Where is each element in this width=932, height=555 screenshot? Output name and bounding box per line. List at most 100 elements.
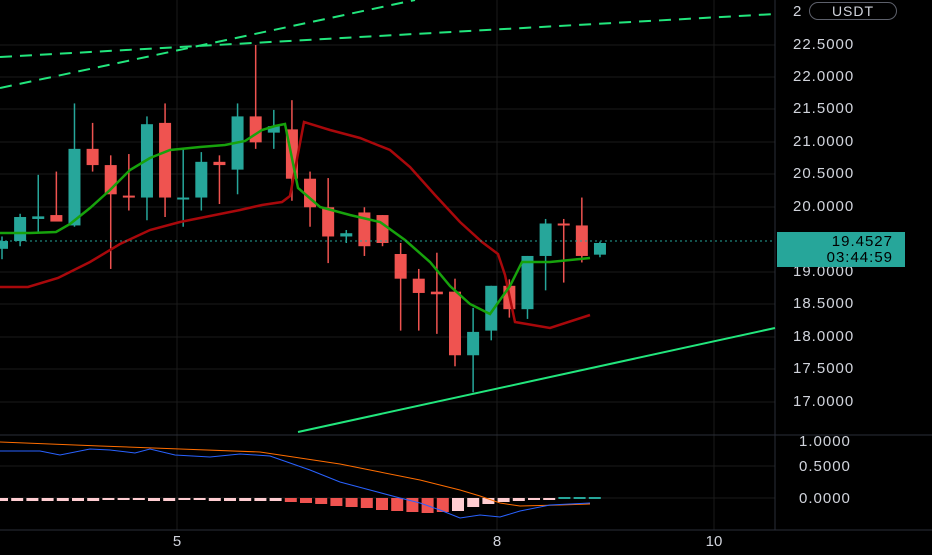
candle[interactable]: [430, 252, 443, 334]
candle[interactable]: [68, 103, 81, 227]
price-tick-label: 21.5000: [793, 100, 854, 117]
candle[interactable]: [50, 171, 63, 222]
candle-body: [14, 217, 27, 242]
candle-body: [68, 148, 81, 226]
macd-signal-line: [0, 441, 591, 507]
candle[interactable]: [449, 278, 461, 367]
ma-fast-line[interactable]: [0, 122, 591, 316]
candle[interactable]: [195, 152, 208, 211]
price-tick-label: 18.5000: [793, 295, 854, 312]
price-tick-label: 18.0000: [793, 328, 854, 345]
macd-histogram-bar: [178, 498, 191, 500]
price-tick-label: 17.0000: [793, 393, 854, 410]
last-price-label: 19.4527: [777, 232, 905, 251]
candle[interactable]: [159, 103, 172, 218]
macd-histogram-bar: [269, 498, 282, 501]
channel-lower-line[interactable]: [0, 13, 776, 58]
price-axis[interactable]: 2 22.5000 22.0000 21.5000 21.0000 20.5000 20.…: [793, 3, 854, 507]
macd-histogram-bar: [72, 498, 84, 501]
macd-histogram-bar: [208, 498, 221, 501]
macd-histogram-bar: [102, 498, 115, 500]
candle-body: [394, 254, 407, 279]
macd-histogram-bar: [193, 498, 206, 500]
candle-body: [467, 331, 480, 356]
candle[interactable]: [557, 218, 570, 283]
candle[interactable]: [358, 207, 371, 256]
macd-histogram-bar: [300, 498, 312, 503]
candle[interactable]: [177, 148, 190, 227]
candle[interactable]: [231, 103, 244, 195]
macd-histogram-bar: [254, 498, 267, 501]
candle-body: [32, 216, 45, 219]
candle[interactable]: [267, 109, 280, 149]
macd-histogram-bar: [315, 498, 328, 504]
ma-slow-line[interactable]: [0, 120, 591, 330]
channel-upper-line[interactable]: [0, 0, 416, 89]
time-tick-label: 10: [706, 533, 723, 550]
candle-body: [376, 215, 389, 243]
candle-body: [177, 197, 190, 200]
macd-histogram-bar: [482, 498, 495, 504]
macd-histogram-bar: [360, 498, 373, 508]
indicator-tick-label: 1.0000: [799, 433, 851, 450]
macd-histogram-bar: [345, 498, 358, 507]
candle[interactable]: [376, 215, 389, 247]
candle[interactable]: [122, 154, 135, 211]
macd-histogram-bar: [26, 498, 39, 501]
macd-histogram-bar: [512, 498, 525, 501]
candle-body: [195, 161, 208, 198]
candle[interactable]: [213, 155, 226, 205]
macd-histogram-bar: [497, 498, 510, 502]
candle[interactable]: [32, 174, 45, 234]
candle[interactable]: [322, 178, 335, 264]
candle[interactable]: [0, 236, 8, 260]
candle-body: [122, 195, 135, 198]
candle[interactable]: [140, 116, 153, 221]
macd-histogram-bar: [117, 498, 130, 500]
candle[interactable]: [86, 122, 99, 172]
candle[interactable]: [394, 242, 407, 331]
candle-body: [539, 223, 552, 256]
macd-histogram-bar: [87, 498, 100, 501]
macd-histogram-bar: [56, 498, 69, 501]
candle[interactable]: [593, 241, 606, 258]
candle-body: [322, 207, 335, 237]
macd-histogram-bar: [0, 498, 8, 501]
support-trendline[interactable]: [297, 327, 776, 433]
macd-histogram-bar: [391, 498, 404, 511]
time-axis[interactable]: 5 8 10: [173, 533, 723, 550]
channel-drawing[interactable]: [0, 0, 776, 89]
price-tick-label: 20.0000: [793, 198, 854, 215]
candle-body: [159, 122, 172, 198]
candle-body: [267, 126, 280, 133]
candle-body: [50, 215, 63, 222]
macd-histogram-bar: [528, 498, 540, 500]
macd-histogram-bar: [163, 498, 176, 501]
candle[interactable]: [412, 268, 425, 331]
candles[interactable]: [0, 45, 606, 393]
candle-body: [86, 148, 99, 166]
currency-badge[interactable]: USDT: [809, 2, 897, 20]
macd-histogram-bar: [330, 498, 343, 506]
candle-body: [521, 255, 534, 310]
macd-histogram-bar: [543, 498, 556, 500]
price-tick-cut: 2: [793, 3, 802, 20]
candle[interactable]: [539, 218, 552, 291]
price-tick-label: 17.5000: [793, 360, 854, 377]
candle-body: [593, 242, 606, 255]
macd-histogram-bar: [132, 498, 145, 500]
price-tick-label: 21.0000: [793, 133, 854, 150]
macd-histogram-bar: [467, 498, 480, 507]
macd-histogram-bar: [436, 498, 449, 512]
macd-histogram-bar: [588, 497, 601, 499]
macd-histogram-bar: [239, 498, 252, 501]
countdown-label: 03:44:59: [777, 248, 905, 267]
grid-lines: [0, 0, 775, 530]
time-tick-label: 5: [173, 533, 181, 550]
macd-histogram-bar: [148, 498, 160, 501]
candle[interactable]: [521, 255, 534, 319]
candle[interactable]: [467, 307, 480, 393]
candle-body: [412, 278, 425, 293]
